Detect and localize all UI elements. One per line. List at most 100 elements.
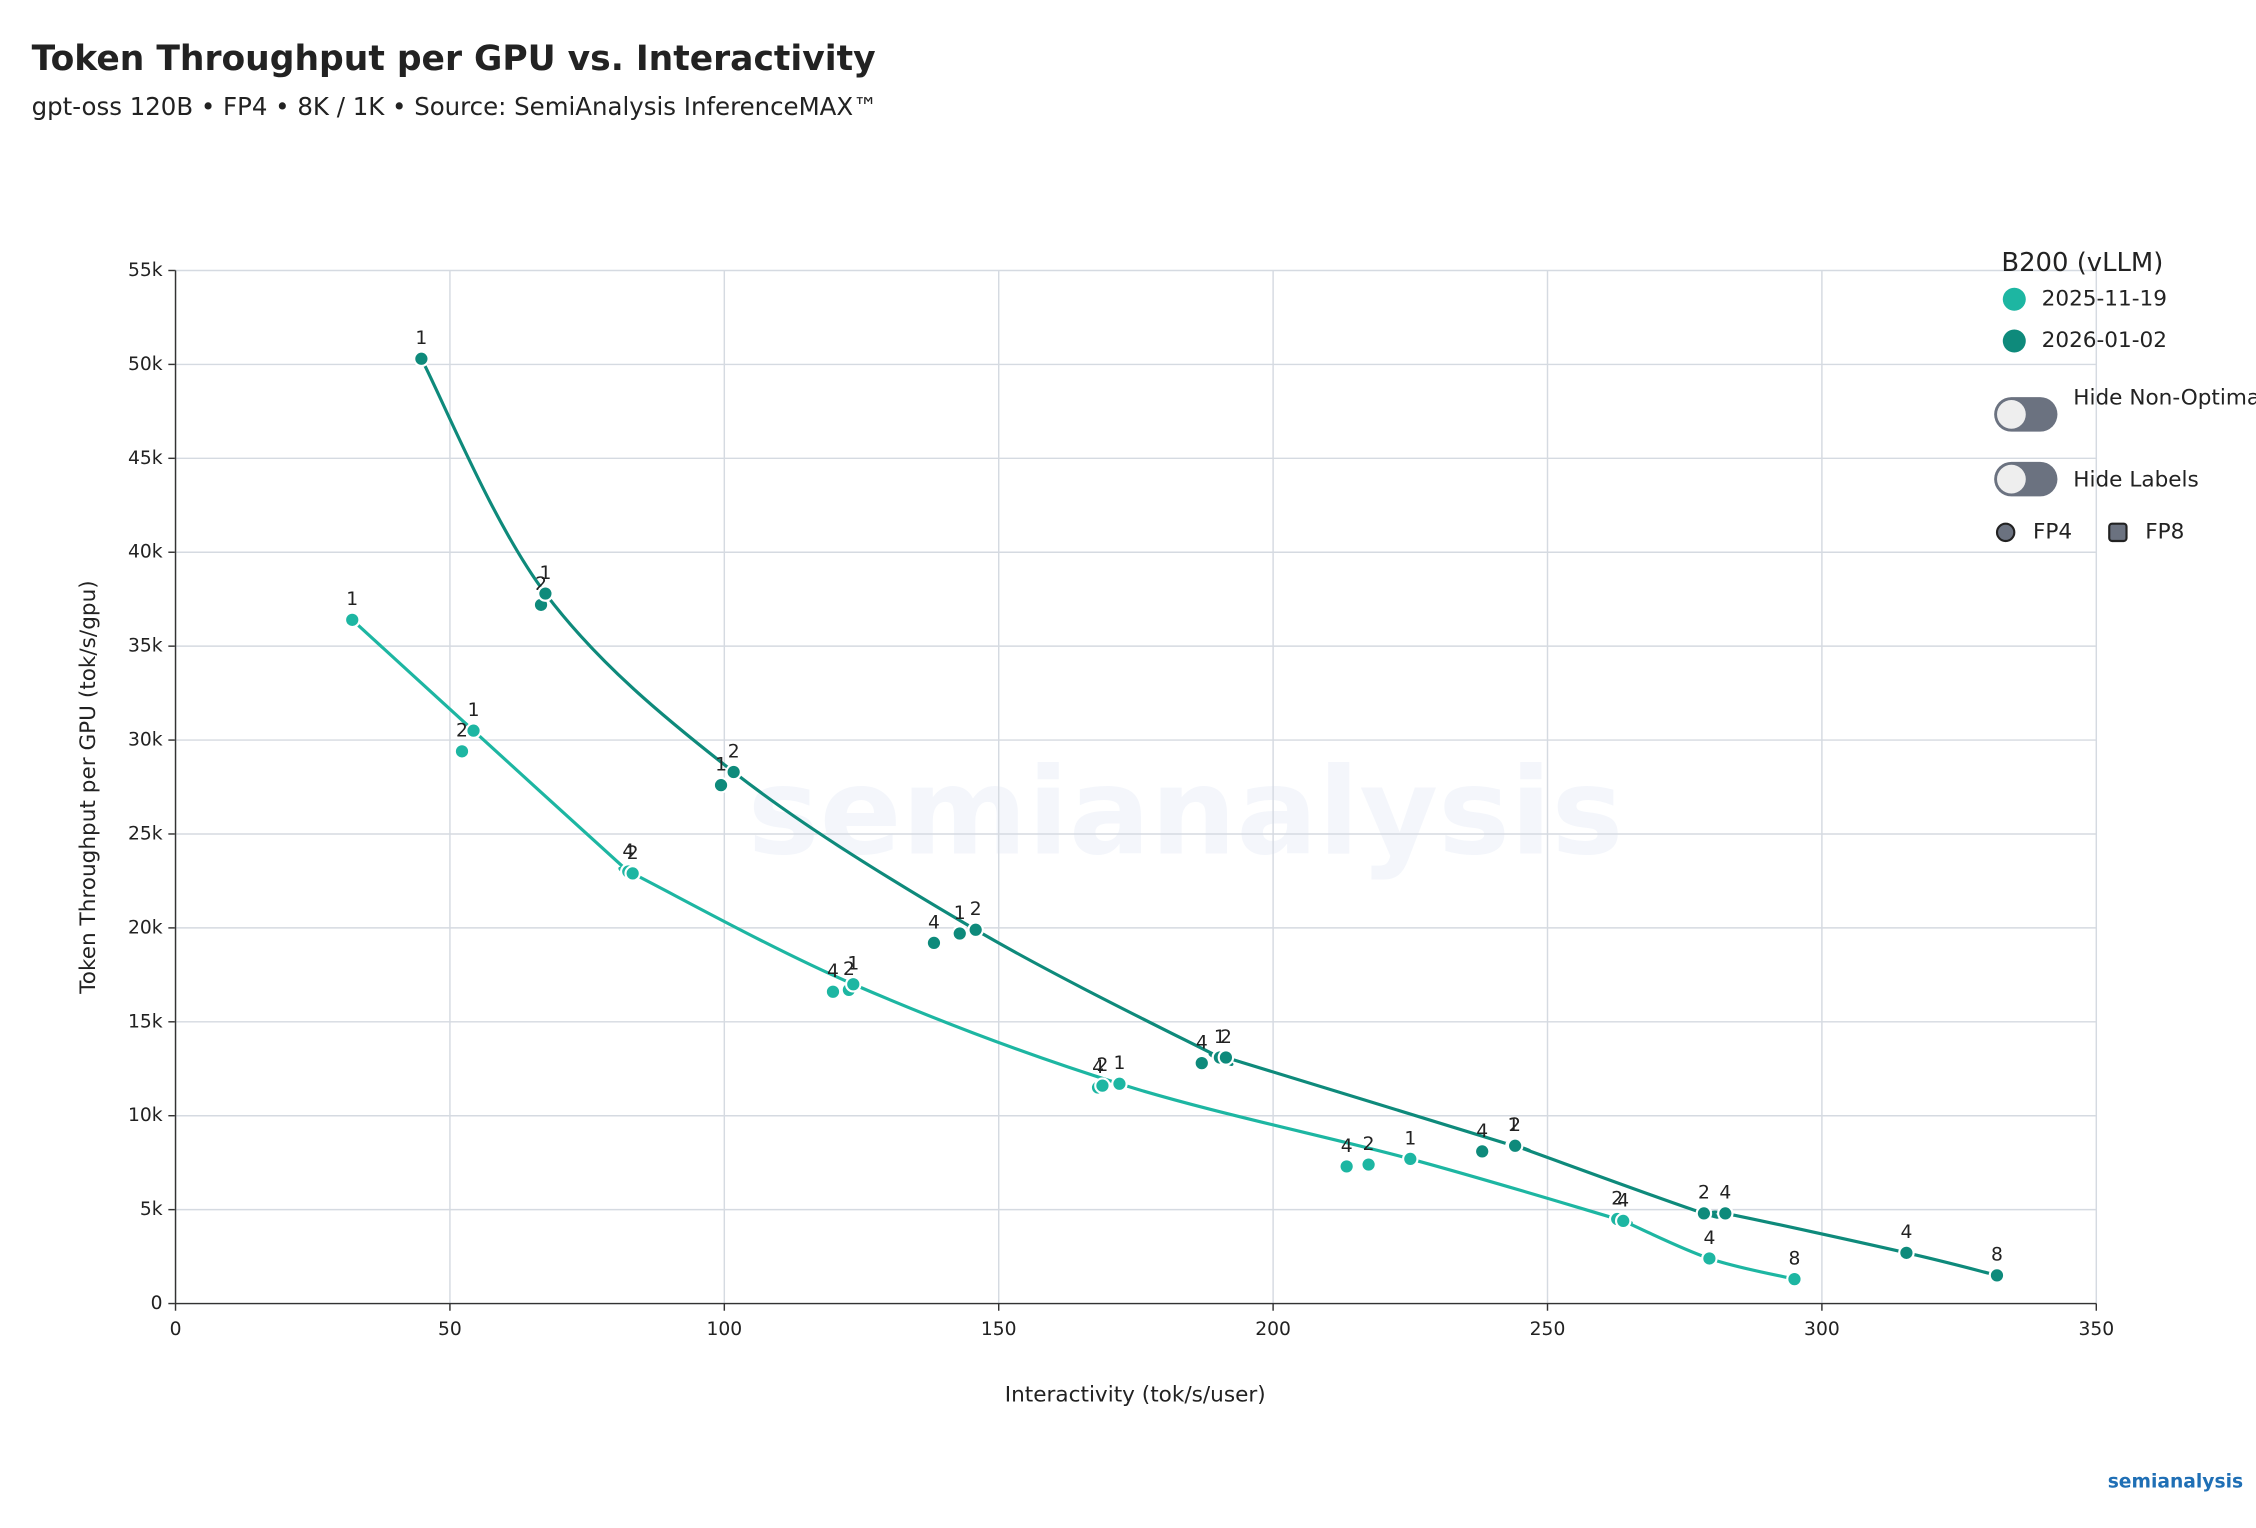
legend-marker xyxy=(2002,329,2026,353)
point xyxy=(413,350,430,368)
point-label: 4 xyxy=(622,841,634,862)
point-label: 2 xyxy=(456,721,468,742)
point xyxy=(1338,1158,1355,1175)
point-label: 4 xyxy=(1719,1183,1731,1204)
point-label: 2 xyxy=(1509,1115,1521,1136)
point-label: 1 xyxy=(847,954,859,975)
x-tick-label: 300 xyxy=(1804,1319,1840,1340)
point xyxy=(1094,1077,1111,1094)
point-label: 2 xyxy=(843,959,855,980)
point-label: 8 xyxy=(1991,1245,2003,1266)
toggle-label: Hide Labels xyxy=(2073,468,2199,493)
point xyxy=(1360,1156,1377,1173)
point-label: 4 xyxy=(1196,1032,1208,1053)
point xyxy=(343,611,361,629)
point xyxy=(1898,1244,1915,1262)
point xyxy=(845,975,862,993)
point xyxy=(453,743,471,760)
watermark: semianalysis xyxy=(748,741,1624,882)
point-label: 1 xyxy=(715,754,727,775)
point-label: 1 xyxy=(468,700,480,721)
fp8-icon xyxy=(2108,522,2128,543)
point-label: 2 xyxy=(535,574,547,595)
point xyxy=(1717,1205,1734,1222)
point xyxy=(712,776,730,794)
y-tick-label: 20k xyxy=(128,917,163,938)
point xyxy=(967,921,984,939)
point-label: 4 xyxy=(1341,1136,1353,1157)
x-tick-label: 200 xyxy=(1255,1319,1291,1340)
point-label: 1 xyxy=(1214,1027,1226,1048)
point xyxy=(537,585,554,602)
y-tick-label: 40k xyxy=(128,542,163,563)
point xyxy=(465,722,482,739)
y-tick-label: 50k xyxy=(128,354,163,375)
point-label: 2 xyxy=(627,843,639,864)
point-label: 4 xyxy=(1703,1228,1715,1249)
y-tick-label: 35k xyxy=(128,636,163,657)
point xyxy=(1701,1250,1718,1267)
point xyxy=(951,925,969,942)
point xyxy=(1402,1150,1419,1168)
point-label: 2 xyxy=(1220,1027,1232,1048)
point xyxy=(1217,1049,1235,1066)
x-tick-label: 350 xyxy=(2078,1319,2114,1340)
legend-label: 2025-11-19 xyxy=(2042,286,2167,311)
point xyxy=(1506,1137,1524,1155)
x-tick-label: 150 xyxy=(981,1319,1017,1340)
point xyxy=(925,934,943,952)
toggle-label: Hide Non-Optimal xyxy=(2073,386,2256,411)
y-tick-label: 10k xyxy=(128,1105,163,1126)
point xyxy=(624,865,641,882)
point-label: 2 xyxy=(1611,1188,1623,1209)
legend: B200 (vLLM) Hide Non-Optimal Hide Labels… xyxy=(1994,248,2256,544)
y-tick-label: 5k xyxy=(140,1199,163,1220)
point-label: 2 xyxy=(970,899,982,920)
chart-subtitle: gpt-oss 120B • FP4 • 8K / 1K • Source: S… xyxy=(32,92,878,121)
point-label: 1 xyxy=(954,903,966,924)
point xyxy=(1786,1270,1803,1288)
point-label: 4 xyxy=(928,912,940,933)
x-tick-label: 100 xyxy=(706,1319,742,1340)
point xyxy=(1614,1212,1632,1230)
point-label: 1 xyxy=(346,589,358,610)
y-tick-label: 30k xyxy=(128,730,163,751)
y-tick-label: 55k xyxy=(128,260,163,281)
point-label: 4 xyxy=(1092,1057,1104,1078)
y-tick-label: 45k xyxy=(128,448,163,469)
fp4-icon xyxy=(1995,522,2016,543)
x-tick-label: 250 xyxy=(1530,1319,1566,1340)
plot-area: 0 5k 10k 15k 20k 25k 30k 35k 40k 45k 50k 55k 0 50 100 1… xyxy=(128,260,2114,1340)
legend-marker xyxy=(2002,287,2026,311)
point-label: 8 xyxy=(1789,1248,1801,1269)
point-label: 2 xyxy=(1698,1183,1710,1204)
point xyxy=(1695,1205,1713,1222)
y-axis-label: Token Throughput per GPU (tok/s/gpu) xyxy=(76,580,101,994)
point-label: 4 xyxy=(1617,1190,1629,1211)
point xyxy=(1988,1267,2006,1284)
point-label: 4 xyxy=(827,961,839,982)
legend-title: B200 (vLLM) xyxy=(2001,248,2163,278)
point-label: 1 xyxy=(539,563,551,584)
point xyxy=(1111,1075,1128,1093)
point xyxy=(1193,1054,1211,1072)
x-tick-label: 0 xyxy=(170,1319,182,1340)
y-tick-label: 25k xyxy=(128,823,163,844)
y-tick-label: 15k xyxy=(128,1011,163,1032)
legend-label: FP4 xyxy=(2033,519,2072,544)
point-label: 1 xyxy=(1508,1115,1520,1136)
point xyxy=(824,983,842,1001)
point xyxy=(1473,1143,1491,1160)
toggle-knob xyxy=(1997,464,2026,494)
legend-label: 2026-01-02 xyxy=(2042,328,2167,353)
point-label: 1 xyxy=(415,328,427,349)
point xyxy=(725,763,742,781)
toggle-knob xyxy=(1997,399,2026,429)
legend-label: FP8 xyxy=(2145,519,2184,544)
point-label: 4 xyxy=(1900,1222,1912,1243)
point-label: 1 xyxy=(1404,1128,1416,1149)
chart-title: Token Throughput per GPU vs. Interactivi… xyxy=(32,39,876,79)
point-label: 1 xyxy=(1114,1053,1126,1074)
